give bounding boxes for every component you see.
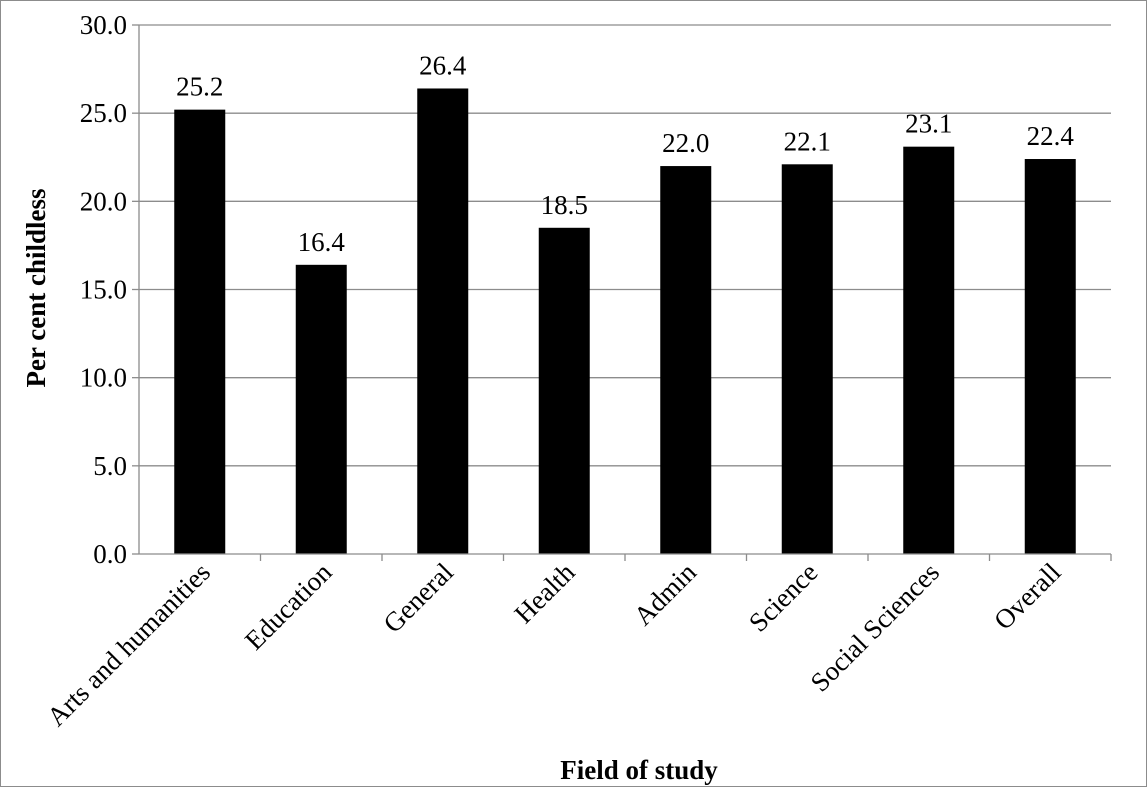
x-axis-categories: Arts and humanities Education General Healt… <box>41 554 1112 732</box>
data-label: 26.4 <box>419 50 467 80</box>
x-category-label: Science <box>743 557 824 638</box>
bar <box>660 166 712 555</box>
bar <box>174 109 226 554</box>
bar <box>1024 159 1076 554</box>
gridlines <box>139 24 1111 467</box>
bars <box>174 88 1076 555</box>
x-category-label: Admin <box>628 557 703 632</box>
y-tick-label: 5.0 <box>93 451 127 481</box>
y-tick-label: 15.0 <box>80 275 127 305</box>
data-label: 22.4 <box>1027 121 1075 151</box>
bar <box>538 227 590 555</box>
bar <box>295 264 347 554</box>
data-label: 25.2 <box>176 72 223 102</box>
x-category-label: General <box>377 557 459 639</box>
data-labels: 25.2 16.4 26.4 18.5 22.0 22.1 23.1 22.4 <box>176 50 1074 256</box>
x-axis-title: Field of study <box>560 755 718 785</box>
y-tick-label: 20.0 <box>80 186 127 216</box>
bar <box>781 164 833 554</box>
data-label: 18.5 <box>541 190 588 220</box>
x-category-label: Education <box>239 557 338 656</box>
y-axis-title: Per cent childless <box>21 189 51 388</box>
y-tick-label: 10.0 <box>80 363 127 393</box>
bar <box>903 146 955 555</box>
x-category-label: Overall <box>988 557 1066 635</box>
y-tick-label: 30.0 <box>80 10 127 40</box>
y-tick-label: 0.0 <box>93 539 127 569</box>
x-category-label: Health <box>508 557 580 629</box>
y-axis-ticks: 0.0 5.0 10.0 15.0 20.0 25.0 30.0 <box>80 10 139 569</box>
data-label: 22.0 <box>662 128 709 158</box>
data-label: 23.1 <box>905 109 952 139</box>
bar <box>417 88 469 554</box>
x-category-label: Arts and humanities <box>41 557 216 732</box>
data-label: 16.4 <box>298 227 346 257</box>
data-label: 22.1 <box>784 126 831 156</box>
x-category-label: Social Sciences <box>804 557 945 698</box>
y-tick-label: 25.0 <box>80 98 127 128</box>
